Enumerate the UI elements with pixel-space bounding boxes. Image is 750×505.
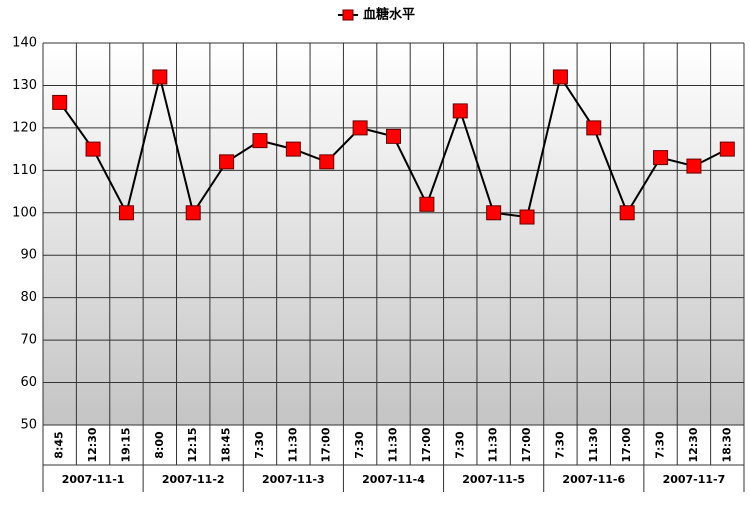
data-point — [552, 69, 568, 85]
data-point — [352, 120, 368, 136]
y-tick-label: 120 — [12, 120, 37, 135]
data-point — [452, 103, 468, 119]
data-point — [118, 205, 134, 221]
data-point — [519, 209, 535, 225]
x-tick-label: 12:30 — [687, 427, 700, 462]
data-point — [719, 141, 735, 157]
x-tick-label: 8:45 — [53, 431, 66, 458]
data-point — [419, 196, 435, 212]
y-tick-label: 130 — [12, 78, 37, 93]
data-point — [686, 158, 702, 174]
x-tick-label: 8:00 — [153, 431, 166, 459]
x-tick-label: 17:00 — [320, 427, 333, 462]
group-label: 2007-11-6 — [562, 473, 625, 486]
legend-marker — [342, 9, 354, 21]
x-tick-label: 11:30 — [387, 427, 400, 462]
data-point — [185, 205, 201, 221]
x-tick-label: 18:45 — [220, 427, 233, 462]
x-tick-label: 7:30 — [553, 431, 566, 459]
x-tick-label: 11:30 — [587, 427, 600, 462]
group-label: 2007-11-4 — [362, 473, 425, 486]
data-point — [85, 141, 101, 157]
y-tick-label: 80 — [20, 290, 37, 305]
y-tick-label: 110 — [12, 163, 37, 178]
data-point — [285, 141, 301, 157]
data-point — [486, 205, 502, 221]
y-tick-label: 140 — [12, 36, 37, 51]
x-tick-label: 7:30 — [654, 431, 667, 459]
x-tick-label: 12:30 — [86, 427, 99, 462]
data-point — [319, 154, 335, 170]
data-point — [619, 205, 635, 221]
x-tick-label: 7:30 — [253, 431, 266, 459]
x-tick-label: 11:30 — [286, 427, 299, 462]
group-label: 2007-11-3 — [262, 473, 325, 486]
data-point — [586, 120, 602, 136]
x-tick-label: 19:15 — [119, 427, 132, 462]
group-label: 2007-11-5 — [462, 473, 525, 486]
legend-label: 血糖水平 — [363, 7, 415, 23]
data-point — [52, 94, 68, 110]
data-point — [219, 154, 235, 170]
data-point — [386, 128, 401, 144]
group-label: 2007-11-1 — [62, 473, 125, 486]
x-tick-label: 12:15 — [186, 427, 199, 462]
x-tick-label: 17:00 — [620, 427, 633, 462]
group-label: 2007-11-2 — [162, 473, 225, 486]
x-tick-label: 7:30 — [453, 431, 466, 459]
x-tick-label: 17:00 — [520, 427, 533, 462]
x-tick-label: 17:00 — [420, 427, 433, 462]
data-point — [653, 150, 669, 166]
x-tick-label: 18:30 — [720, 427, 733, 462]
data-point — [252, 133, 268, 149]
y-tick-label: 60 — [20, 375, 37, 390]
data-point — [152, 69, 168, 85]
y-tick-label: 50 — [20, 418, 37, 433]
x-tick-label: 7:30 — [353, 431, 366, 459]
x-tick-label: 11:30 — [487, 427, 500, 462]
y-tick-label: 100 — [12, 205, 37, 220]
plot-area — [43, 43, 744, 425]
y-tick-label: 90 — [20, 248, 37, 263]
group-label: 2007-11-7 — [663, 473, 726, 486]
y-tick-label: 70 — [20, 333, 37, 348]
